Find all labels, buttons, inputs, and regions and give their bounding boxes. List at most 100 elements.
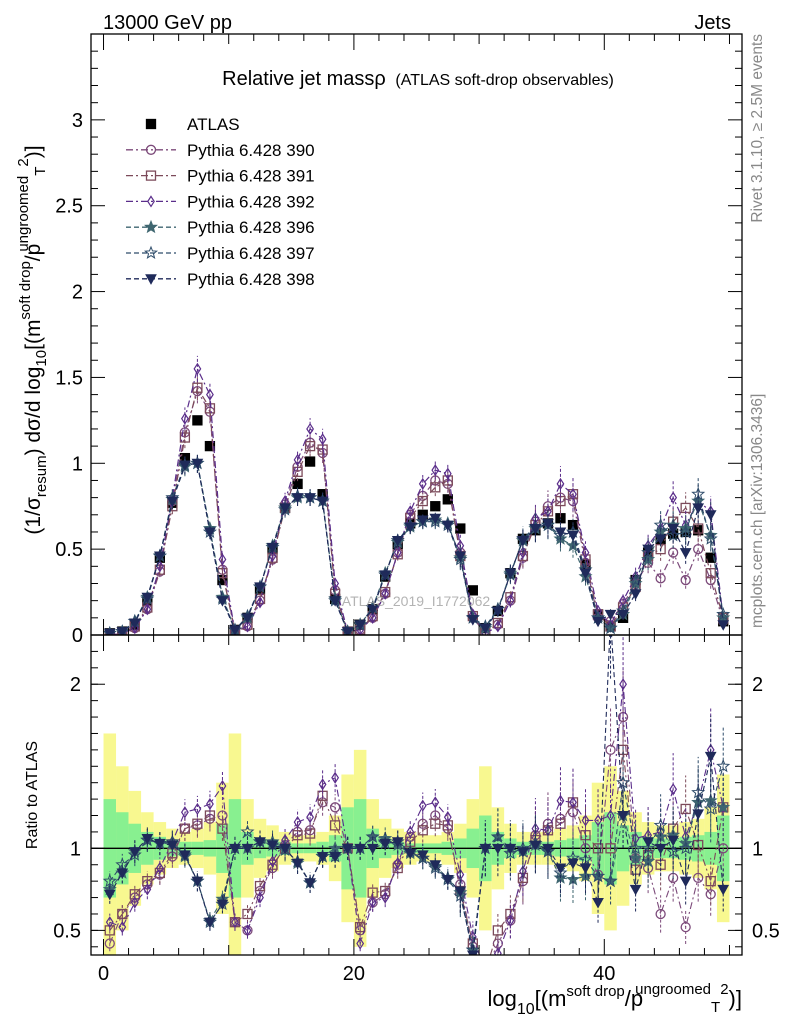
data-point [653, 517, 668, 532]
ratio-point [293, 815, 302, 829]
ratio-point [155, 861, 164, 875]
ratio-point [366, 843, 379, 855]
ratio-point [717, 884, 730, 896]
data-point [216, 596, 229, 607]
ratio-point [666, 844, 681, 858]
ratio-point [619, 678, 627, 691]
ratio-point [591, 868, 606, 883]
data-point [256, 596, 264, 609]
ratio-point [603, 873, 618, 888]
ratio-point [581, 814, 590, 827]
y-tick-label: 0 [72, 625, 83, 647]
data-point [130, 622, 139, 635]
ratio-point [229, 843, 241, 855]
ratio-point [531, 822, 540, 835]
data-point [542, 518, 554, 530]
ratio-point [331, 771, 340, 784]
ratio-point [128, 847, 141, 858]
data-point [430, 482, 441, 493]
data-point [218, 553, 227, 566]
ratio-point [154, 838, 166, 850]
data-point [381, 587, 390, 600]
legend-label: Pythia 6.428 398 [187, 270, 315, 289]
data-point [291, 493, 304, 504]
ratio-point [592, 897, 604, 909]
ratio-point [381, 891, 390, 904]
data-point [680, 574, 691, 586]
ratio-point [254, 837, 266, 848]
data-point [379, 570, 392, 581]
data-point [166, 496, 179, 508]
ratio-point [329, 802, 341, 813]
x-tick-label: 0 [98, 963, 109, 985]
data-point [492, 617, 504, 629]
ratio-point [117, 908, 128, 920]
legend-entry-pythia-6-428-392: Pythia 6.428 392 [126, 192, 315, 211]
data-point [581, 546, 590, 559]
data-point [678, 524, 693, 538]
ratio-point [204, 917, 216, 929]
ratio-point [379, 838, 392, 850]
data-point [179, 460, 191, 472]
ratio-tick-label-right: 0.5 [752, 920, 780, 942]
series-pythia-6-428-398 [103, 453, 730, 635]
data-point [693, 523, 704, 534]
data-point [454, 551, 467, 563]
ratio-point [354, 843, 367, 855]
data-point [391, 536, 404, 547]
ratio-point [517, 847, 529, 858]
ratio-point [291, 858, 304, 870]
ratio-point [529, 840, 542, 852]
legend-marker [145, 118, 157, 130]
ratio-point [193, 802, 202, 816]
series-pythia-6-428-396 [102, 453, 731, 635]
data-point [417, 495, 428, 507]
ratio-tick-label: 2 [70, 674, 81, 696]
data-point [517, 536, 529, 547]
data-point [717, 620, 730, 631]
legend-marker [143, 245, 159, 259]
series-line [109, 367, 724, 635]
ratio-point [705, 876, 716, 887]
data-point [467, 585, 478, 596]
ratio-point [667, 835, 679, 847]
ratio-plot-frame [90, 634, 743, 956]
data-point [366, 604, 379, 616]
ratio-point [417, 825, 428, 836]
ratio-point [329, 820, 341, 831]
legend-entry-pythia-6-428-391: Pythia 6.428 391 [126, 167, 315, 186]
data-point [479, 623, 492, 635]
data-point [354, 620, 367, 631]
data-point [453, 552, 468, 566]
data-point [654, 534, 667, 545]
ratio-line [109, 766, 724, 951]
data-point [506, 594, 515, 607]
ratio-point [567, 858, 579, 870]
header-left: 13000 GeV pp [103, 12, 232, 34]
ratio-point [329, 852, 341, 863]
ratio-point [417, 818, 428, 829]
legend-entry-pythia-6-428-398: Pythia 6.428 398 [126, 270, 315, 289]
ratio-line [109, 800, 724, 951]
data-point [306, 422, 314, 436]
data-point [229, 625, 241, 635]
ratio-point [179, 850, 191, 861]
data-point [703, 531, 718, 545]
y-tick-label: 3 [72, 110, 83, 132]
data-point [103, 628, 116, 635]
ratio-series-layer [102, 635, 731, 955]
ratio-point [266, 840, 279, 852]
legend-label: Pythia 6.428 392 [187, 192, 315, 211]
ratio-line [109, 716, 724, 955]
ratio-point [191, 876, 204, 888]
ratio-point [102, 873, 117, 888]
data-point [341, 627, 354, 635]
ratio-point [492, 843, 504, 855]
legend: ATLAS Pythia 6.428 390 Pythia 6.428 391 Pyt… [126, 115, 315, 289]
data-point [318, 433, 327, 446]
ratio-point [628, 840, 643, 855]
chart-title-suffix: (ATLAS soft-drop observables) [395, 72, 613, 89]
data-point [116, 627, 129, 635]
ratio-point [240, 824, 255, 838]
